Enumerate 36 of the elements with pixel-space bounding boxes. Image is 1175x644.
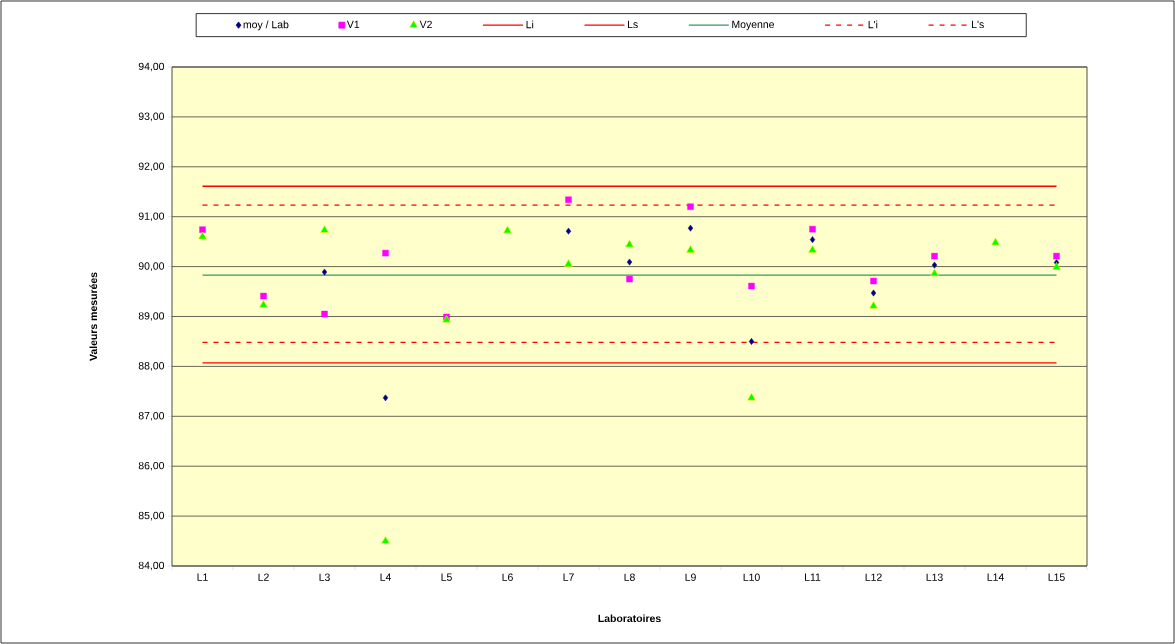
x-tick-label: L12: [865, 573, 882, 581]
legend-label: L's: [972, 20, 984, 29]
x-tick-label: L9: [685, 573, 696, 581]
x-axis-title: Laboratoires: [598, 614, 661, 623]
x-tick-label: L15: [1048, 573, 1065, 581]
x-tick-label: L13: [926, 573, 943, 581]
x-tick-label: L1: [197, 573, 208, 581]
y-tick-label: 90,00: [138, 262, 165, 271]
x-tick-label: L6: [502, 573, 513, 581]
legend-label: Ls: [627, 20, 638, 29]
y-tick-label: 92,00: [138, 162, 165, 172]
y-axis-title: Valeurs mesurées: [89, 272, 98, 361]
x-tick-label: L11: [805, 573, 821, 581]
x-tick-label: L7: [563, 573, 574, 581]
legend-label: V1: [346, 20, 360, 28]
y-tick-label: 93,00: [138, 112, 165, 122]
legend-label: L'i: [868, 20, 878, 29]
legend-label: Li: [526, 20, 534, 29]
y-tick-label: 88,00: [138, 362, 165, 371]
x-tick-label: L8: [624, 573, 635, 581]
x-tick-label: L3: [319, 573, 330, 581]
y-tick-label: 85,00: [138, 511, 165, 521]
legend-label: Moyenne: [732, 20, 775, 31]
y-tick-label: 94,00: [138, 62, 165, 72]
x-tick-label: L14: [987, 573, 1004, 581]
y-tick-label: 87,00: [138, 411, 165, 421]
y-tick-label: 91,00: [138, 212, 165, 222]
x-tick-label: L5: [441, 573, 452, 581]
y-tick-label: 86,00: [138, 461, 165, 471]
legend-label: moy / Lab: [243, 20, 289, 31]
x-tick-label: L4: [380, 573, 391, 581]
y-tick-label: 89,00: [138, 312, 165, 321]
legend-label: V2: [419, 20, 432, 29]
x-tick-label: L2: [258, 573, 269, 581]
y-tick-label: 84,00: [138, 561, 165, 571]
x-tick-label: L10: [743, 573, 760, 581]
